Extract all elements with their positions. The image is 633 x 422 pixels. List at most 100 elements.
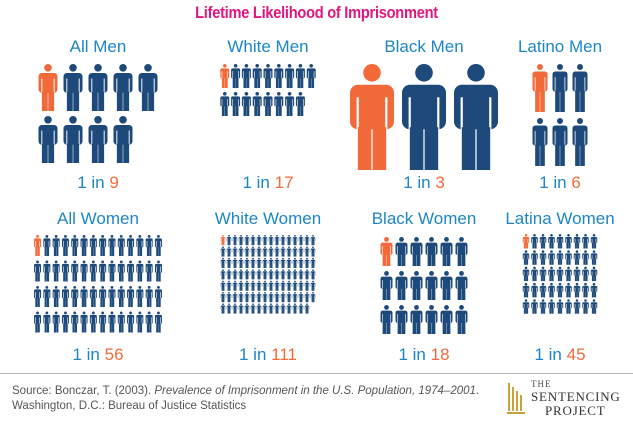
person-icon-white-women-60 bbox=[286, 269, 292, 280]
panel-title-all-men: All Men bbox=[69, 37, 127, 56]
person-icon-white-women-26 bbox=[274, 246, 280, 257]
person-icon-latino-men-5 bbox=[552, 118, 568, 166]
person-icon-white-women-16 bbox=[310, 235, 316, 246]
person-icon-all-women-16 bbox=[43, 260, 51, 282]
person-icon-all-women-46 bbox=[61, 311, 69, 333]
person-icon-all-women-40 bbox=[136, 286, 144, 307]
ratio-prefix: 1 in bbox=[239, 345, 272, 364]
person-icon-white-women-40 bbox=[262, 257, 268, 268]
person-icon-white-women-90 bbox=[274, 292, 280, 303]
person-icon-white-men-8 bbox=[295, 64, 305, 88]
person-icon-all-women-15 bbox=[34, 260, 42, 282]
panel-title-white-women: White Women bbox=[214, 209, 322, 228]
person-icon-white-women-57 bbox=[268, 269, 274, 280]
person-icon-all-women-54 bbox=[136, 311, 144, 333]
person-icon-latina-women-5 bbox=[556, 234, 564, 249]
person-icon-latina-women-11 bbox=[531, 250, 538, 265]
panel-title-latino-men: Latino Men bbox=[517, 37, 603, 56]
ratio-label-all-women: 1 in 56 bbox=[38, 345, 158, 365]
person-icon-white-women-3 bbox=[232, 235, 238, 246]
person-icon-white-women-101 bbox=[244, 303, 250, 314]
person-icon-white-men-10 bbox=[220, 92, 230, 116]
person-icon-all-women-23 bbox=[108, 260, 116, 282]
person-icon-white-women-75 bbox=[280, 280, 286, 291]
person-icon-black-women-6 bbox=[455, 237, 468, 266]
person-icon-all-men-4 bbox=[113, 64, 133, 111]
person-icon-white-women-95 bbox=[304, 292, 310, 303]
person-icon-latina-women-25 bbox=[573, 266, 581, 282]
person-icon-white-women-66 bbox=[226, 280, 232, 291]
person-icon-all-men-8 bbox=[88, 116, 108, 163]
person-icon-latina-women-1 bbox=[522, 234, 530, 249]
person-icon-latina-women-3 bbox=[539, 234, 547, 249]
person-icon-latina-women-4 bbox=[548, 234, 555, 249]
person-icon-white-women-2 bbox=[226, 235, 232, 246]
person-icon-all-women-22 bbox=[99, 260, 107, 282]
person-icon-all-women-44 bbox=[43, 311, 51, 333]
ratio-value: 6 bbox=[571, 173, 581, 192]
person-icon-all-women-27 bbox=[145, 260, 153, 282]
person-icon-all-women-5 bbox=[71, 235, 79, 256]
logo-project: PROJECT bbox=[545, 403, 606, 418]
person-icon-white-women-27 bbox=[280, 246, 286, 257]
person-icon-white-women-12 bbox=[286, 235, 292, 246]
person-icon-latina-women-16 bbox=[573, 250, 581, 265]
person-icon-latina-women-10 bbox=[522, 250, 530, 265]
person-icon-white-women-97 bbox=[220, 303, 226, 314]
person-icon-latina-women-43 bbox=[573, 299, 581, 314]
person-icon-all-women-12 bbox=[136, 235, 144, 256]
person-icon-all-women-18 bbox=[61, 260, 69, 282]
person-icon-white-women-67 bbox=[232, 280, 238, 291]
person-icon-white-women-17 bbox=[220, 246, 226, 257]
person-icon-white-women-22 bbox=[250, 246, 256, 257]
person-icon-white-women-77 bbox=[292, 280, 298, 291]
person-icon-latina-women-29 bbox=[531, 282, 538, 298]
person-icon-latina-women-26 bbox=[582, 266, 589, 282]
person-icon-latina-women-30 bbox=[539, 282, 547, 298]
person-icon-white-women-7 bbox=[256, 235, 262, 246]
person-icon-all-women-51 bbox=[108, 311, 116, 333]
person-icon-white-women-87 bbox=[256, 292, 262, 303]
person-icon-white-women-62 bbox=[298, 269, 304, 280]
person-icon-black-women-10 bbox=[425, 271, 438, 300]
person-icon-white-women-61 bbox=[292, 269, 298, 280]
person-icon-white-women-63 bbox=[304, 269, 310, 280]
person-icon-white-women-86 bbox=[250, 292, 256, 303]
person-icon-white-women-29 bbox=[292, 246, 298, 257]
person-icon-latino-men-1 bbox=[532, 64, 548, 112]
person-icon-all-women-32 bbox=[61, 286, 69, 307]
person-icon-all-women-8 bbox=[99, 235, 107, 256]
panel-title-black-men: Black Men bbox=[384, 37, 464, 56]
person-icon-white-women-13 bbox=[292, 235, 298, 246]
person-icon-white-women-21 bbox=[244, 246, 250, 257]
person-icon-white-women-79 bbox=[304, 280, 310, 291]
person-icon-white-women-41 bbox=[268, 257, 274, 268]
person-icon-white-women-35 bbox=[232, 257, 238, 268]
person-icon-latina-women-9 bbox=[590, 234, 598, 249]
person-icon-white-women-5 bbox=[244, 235, 250, 246]
person-icon-black-men-3 bbox=[454, 64, 498, 170]
person-icon-black-men-2 bbox=[402, 64, 446, 170]
person-icon-latina-women-15 bbox=[565, 250, 572, 265]
logo-the: THE bbox=[531, 379, 552, 389]
person-icon-black-women-16 bbox=[425, 305, 438, 334]
ratio-label-latino-men: 1 in 6 bbox=[500, 173, 620, 193]
person-icon-black-women-17 bbox=[440, 305, 453, 334]
panel-title-all-women: All Women bbox=[57, 209, 139, 228]
person-icon-latina-women-24 bbox=[565, 266, 572, 282]
person-icon-white-men-15 bbox=[274, 92, 284, 116]
person-icon-latina-women-39 bbox=[539, 299, 547, 314]
ratio-label-black-men: 1 in 3 bbox=[364, 173, 484, 193]
person-icon-all-women-26 bbox=[136, 260, 144, 282]
person-icon-all-women-6 bbox=[80, 235, 88, 256]
person-icon-white-women-73 bbox=[268, 280, 274, 291]
person-icon-white-women-99 bbox=[232, 303, 238, 314]
person-icon-latina-women-28 bbox=[522, 282, 530, 298]
person-icon-white-women-34 bbox=[226, 257, 232, 268]
person-icon-white-women-82 bbox=[226, 292, 232, 303]
person-icon-latina-women-27 bbox=[590, 266, 598, 282]
person-icon-white-women-59 bbox=[280, 269, 286, 280]
person-icon-white-women-92 bbox=[286, 292, 292, 303]
person-icon-latina-women-42 bbox=[565, 299, 572, 314]
person-icon-white-women-71 bbox=[256, 280, 262, 291]
